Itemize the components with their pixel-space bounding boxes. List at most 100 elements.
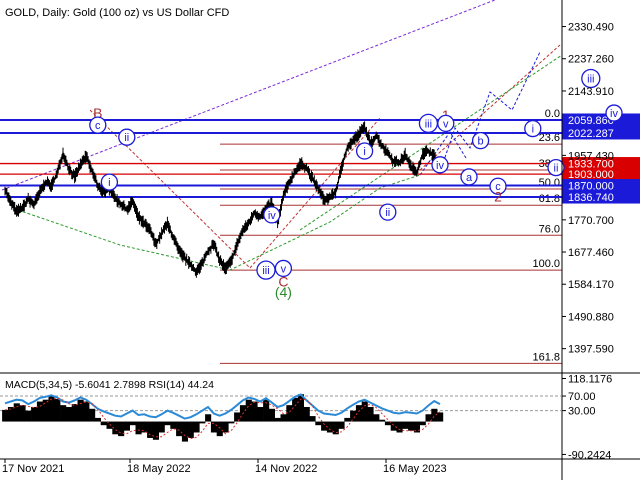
fibonacci-level-label: 0.0 xyxy=(545,108,560,120)
upper-channel-line xyxy=(1,0,497,191)
macd-histogram-bar xyxy=(390,421,397,431)
macd-histogram-bar xyxy=(402,421,409,429)
fibonacci-level-label: 76.0 xyxy=(539,223,560,235)
macd-histogram-bar xyxy=(54,398,61,422)
macd-histogram-bar xyxy=(170,421,177,429)
indicator-tick-label: 30.00 xyxy=(568,406,596,418)
price-tick-label: 1584.170 xyxy=(568,279,614,291)
indicator-tick-label: 118.1176 xyxy=(568,374,612,386)
macd-histogram-bar xyxy=(216,421,223,437)
macd-histogram-bar xyxy=(42,399,49,422)
projection-line xyxy=(299,54,563,231)
wave-label-circle xyxy=(581,68,601,89)
wave-label: i xyxy=(363,146,365,158)
price-line xyxy=(4,125,441,273)
wave-label-circle xyxy=(460,168,478,186)
macd-histogram-bar xyxy=(181,421,188,442)
wave-label-circle xyxy=(355,142,374,160)
macd-histogram-bar xyxy=(100,421,107,426)
wave-label: iii xyxy=(262,265,269,277)
price-label-text: 2022.287 xyxy=(568,128,614,140)
macd-histogram-bar xyxy=(152,421,159,440)
wave-label-circle xyxy=(379,203,397,221)
price-tick-label: 2237.260 xyxy=(568,54,614,66)
macd-histogram-bar xyxy=(303,406,310,422)
wave-label-circle xyxy=(524,119,542,138)
price-tick-label: 1490.880 xyxy=(568,311,614,323)
wave-label: i xyxy=(532,124,534,136)
macd-histogram-bar xyxy=(48,396,55,422)
macd-histogram-bar xyxy=(2,409,9,422)
macd-histogram-bar xyxy=(83,401,90,422)
macd-histogram-bar xyxy=(257,406,264,422)
fibonacci-level-label: 50.0 xyxy=(539,177,560,189)
wave-label: ii xyxy=(385,207,390,219)
macd-histogram-bar xyxy=(176,421,183,437)
macd-signal-line xyxy=(4,397,441,440)
macd-histogram-bar xyxy=(210,421,217,433)
macd-histogram-bar xyxy=(315,421,322,426)
wave-label: B xyxy=(93,105,102,121)
macd-histogram-bar xyxy=(135,421,142,435)
macd-histogram-bar xyxy=(280,414,287,422)
price-label-text: 1870.000 xyxy=(568,181,614,193)
wave-projection-path xyxy=(439,51,541,173)
macd-histogram-bar xyxy=(338,421,345,429)
macd-histogram-bar xyxy=(425,414,432,422)
lower-channel-line xyxy=(17,174,421,271)
macd-histogram-bar xyxy=(396,421,403,433)
time-tick-label: 17 Nov 2021 xyxy=(2,463,64,475)
macd-histogram-bar xyxy=(193,421,200,433)
macd-histogram-bar xyxy=(413,421,420,433)
macd-histogram-bar xyxy=(25,410,32,422)
wave-label-circle xyxy=(100,173,119,191)
wave-label-circle xyxy=(118,128,136,146)
price-label-box xyxy=(562,167,640,181)
wave-label: i xyxy=(108,177,110,189)
wave-label: v xyxy=(443,118,449,130)
macd-histogram-bar xyxy=(228,421,235,424)
macd-histogram-bar xyxy=(286,405,293,422)
wave-label-circle xyxy=(89,116,107,134)
price-tick-label: 2330.490 xyxy=(568,22,614,34)
fibonacci-level-label: 23.6 xyxy=(539,132,560,144)
macd-histogram-bar xyxy=(205,414,212,422)
macd-histogram-bar xyxy=(60,405,67,422)
macd-histogram-bar xyxy=(187,421,194,438)
macd-histogram-bar xyxy=(13,403,20,422)
macd-histogram-bar xyxy=(129,421,136,426)
macd-histogram-bar xyxy=(234,412,241,422)
macd-histogram-bar xyxy=(350,410,357,422)
macd-histogram-bar xyxy=(89,408,96,422)
wave-label: b xyxy=(478,136,484,148)
price-label-box xyxy=(562,190,640,204)
wave-c-channel xyxy=(89,109,251,269)
fibonacci-level-label: 61.8 xyxy=(539,193,560,205)
indicator-panel: 118.1176 70.00 30.00 -90.2424 xyxy=(0,374,612,461)
macd-histogram-bar xyxy=(344,417,351,422)
macd-histogram-bar xyxy=(379,419,386,422)
macd-histogram-bar xyxy=(199,421,206,424)
macd-histogram-bar xyxy=(118,421,125,437)
macd-histogram-bar xyxy=(268,408,275,422)
price-label-text: 2059.860 xyxy=(568,115,614,127)
indicator-tick-label: -90.2424 xyxy=(568,449,611,461)
macd-histogram-bar xyxy=(19,405,26,422)
wave-label-circle xyxy=(471,132,490,150)
macd-histogram-bar xyxy=(263,399,270,422)
macd-histogram-bar xyxy=(321,421,328,431)
price-tick-label: 1770.700 xyxy=(568,215,614,227)
wave-label-circle xyxy=(547,158,565,177)
macd-histogram-bar xyxy=(106,421,113,429)
time-tick-label: 16 May 2023 xyxy=(383,463,447,475)
trend-lines xyxy=(1,0,563,271)
indicator-title: MACD(5,34,5) -5.6041 2.7898 RSI(14) 44.2… xyxy=(5,379,214,391)
wave-label-circle xyxy=(437,114,455,133)
wave-label-circle xyxy=(263,206,281,224)
macd-histogram-bar xyxy=(355,405,362,422)
macd-histogram-bar xyxy=(112,421,119,435)
macd-histogram-bar xyxy=(326,421,333,433)
